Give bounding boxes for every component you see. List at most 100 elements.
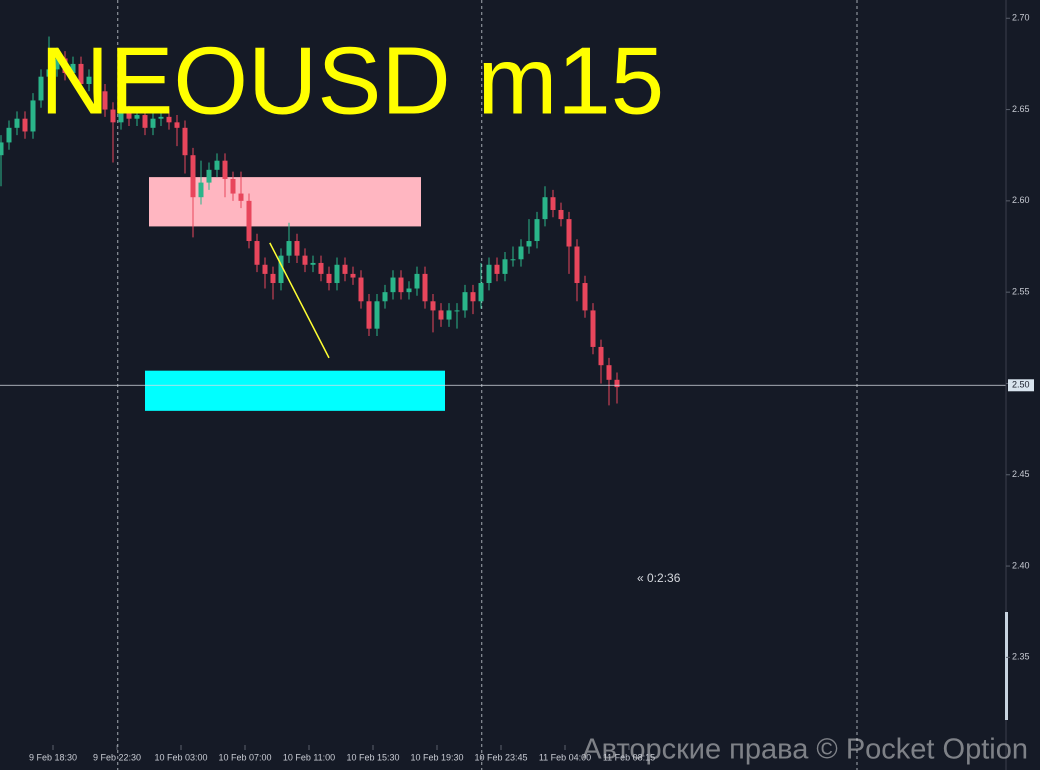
candle-body — [342, 264, 348, 274]
candle-body — [54, 58, 60, 70]
candle-body — [86, 76, 92, 84]
candle-body — [350, 273, 356, 278]
candle-body — [526, 241, 532, 247]
y-tick-label: 2.65 — [1012, 104, 1030, 114]
candle-body — [534, 219, 540, 242]
candle-body — [118, 113, 124, 123]
candle-body — [102, 91, 108, 110]
scroll-bar — [1005, 612, 1008, 720]
x-tick-label: 10 Feb 07:00 — [218, 752, 271, 762]
candle-body — [158, 116, 164, 119]
candle-body — [142, 115, 148, 128]
candle-body — [390, 277, 396, 293]
candle-body — [174, 122, 180, 128]
candle-body — [334, 264, 340, 284]
price-label: 2.50 — [1012, 380, 1030, 390]
candle-body — [558, 209, 564, 220]
candle-body — [278, 255, 284, 284]
candle-body — [238, 193, 244, 201]
candle-body — [326, 273, 332, 284]
candle-body — [254, 241, 260, 265]
candle-body — [582, 283, 588, 311]
candle-body — [262, 264, 268, 274]
chart-title: NEOUSD m15 — [40, 27, 664, 134]
candle-body — [294, 241, 300, 256]
candle-body — [494, 264, 500, 274]
y-tick-label: 2.45 — [1012, 469, 1030, 479]
candle-body — [30, 100, 36, 132]
candle-body — [14, 118, 20, 128]
candle-body — [182, 127, 188, 156]
candle-body — [550, 197, 556, 210]
candle-body — [518, 246, 524, 260]
y-tick-label: 2.55 — [1012, 287, 1030, 297]
x-tick-label: 10 Feb 03:00 — [154, 752, 207, 762]
candle-body — [366, 301, 372, 329]
candle-body — [150, 118, 156, 128]
trend-line — [269, 242, 330, 359]
zone — [145, 370, 445, 411]
candle-body — [502, 259, 508, 274]
x-tick-label: 10 Feb 15:30 — [346, 752, 399, 762]
candle-body — [606, 365, 612, 380]
candle-body — [398, 277, 404, 293]
candle-body — [94, 76, 100, 92]
candle-body — [510, 259, 516, 261]
x-tick-label: 11 Feb 04:00 — [539, 752, 591, 762]
candle-body — [270, 273, 276, 284]
candle-body — [214, 160, 220, 170]
candle-body — [486, 264, 492, 284]
candle-body — [22, 118, 28, 132]
candle-body — [110, 109, 116, 123]
candle-body — [374, 301, 380, 329]
candle-body — [46, 69, 52, 77]
candle-body — [406, 288, 412, 293]
zone — [149, 177, 421, 227]
x-tick-label: 9 Feb 22:30 — [93, 752, 141, 762]
y-tick-label: 2.40 — [1012, 560, 1030, 570]
x-tick-label: 9 Feb 18:30 — [29, 752, 77, 762]
candle-body — [470, 292, 476, 302]
candle-body — [438, 310, 444, 320]
candle-body — [382, 292, 388, 302]
candle-body — [422, 273, 428, 302]
candle-body — [358, 277, 364, 302]
candle-body — [318, 262, 324, 274]
candle-body — [126, 113, 132, 119]
candle-body — [198, 182, 204, 198]
candle-body — [222, 160, 228, 179]
candle-body — [230, 178, 236, 194]
candle-body — [310, 262, 316, 265]
candle-body — [574, 246, 580, 284]
candle-body — [206, 169, 212, 183]
candle-body — [598, 346, 604, 366]
candle-body — [166, 116, 172, 123]
candle-body — [478, 283, 484, 302]
candle-body — [590, 310, 596, 347]
x-tick-label: 10 Feb 23:45 — [474, 752, 527, 762]
y-tick-label: 2.35 — [1012, 652, 1030, 662]
candle-body — [78, 63, 84, 84]
candle-body — [302, 255, 308, 265]
candle-body — [566, 219, 572, 247]
candle-body — [134, 115, 140, 119]
candle-body — [462, 292, 468, 311]
y-tick-label: 2.70 — [1012, 13, 1030, 23]
x-tick-label: 10 Feb 11:00 — [283, 752, 335, 762]
x-tick-label: 10 Feb 19:30 — [410, 752, 463, 762]
candle-body — [286, 241, 292, 256]
candle-body — [0, 142, 4, 156]
candle-body — [614, 379, 620, 388]
candle-body — [446, 310, 452, 320]
candle-body — [414, 273, 420, 289]
candle-body — [542, 197, 548, 220]
candle-body — [70, 63, 76, 74]
price-label-box — [1008, 379, 1034, 392]
candle-body — [246, 200, 252, 242]
candle-body — [190, 155, 196, 198]
candle-body — [38, 76, 44, 101]
candle-body — [430, 301, 436, 311]
candle-body — [62, 58, 68, 74]
